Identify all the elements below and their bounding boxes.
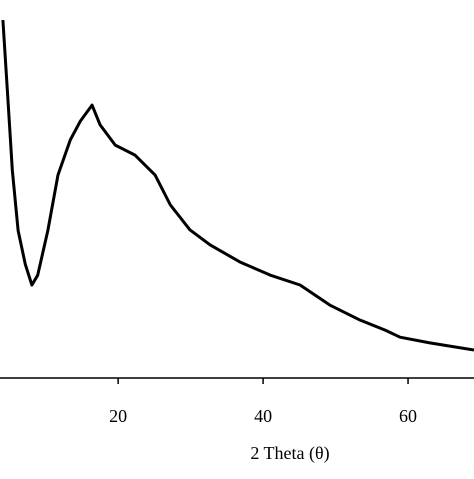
x-tick-label: 40 [254, 406, 272, 426]
x-axis-title: 2 Theta (θ) [250, 443, 329, 464]
x-tick-label: 60 [399, 406, 417, 426]
x-tick-label: 20 [109, 406, 127, 426]
data-line [1, 19, 474, 352]
